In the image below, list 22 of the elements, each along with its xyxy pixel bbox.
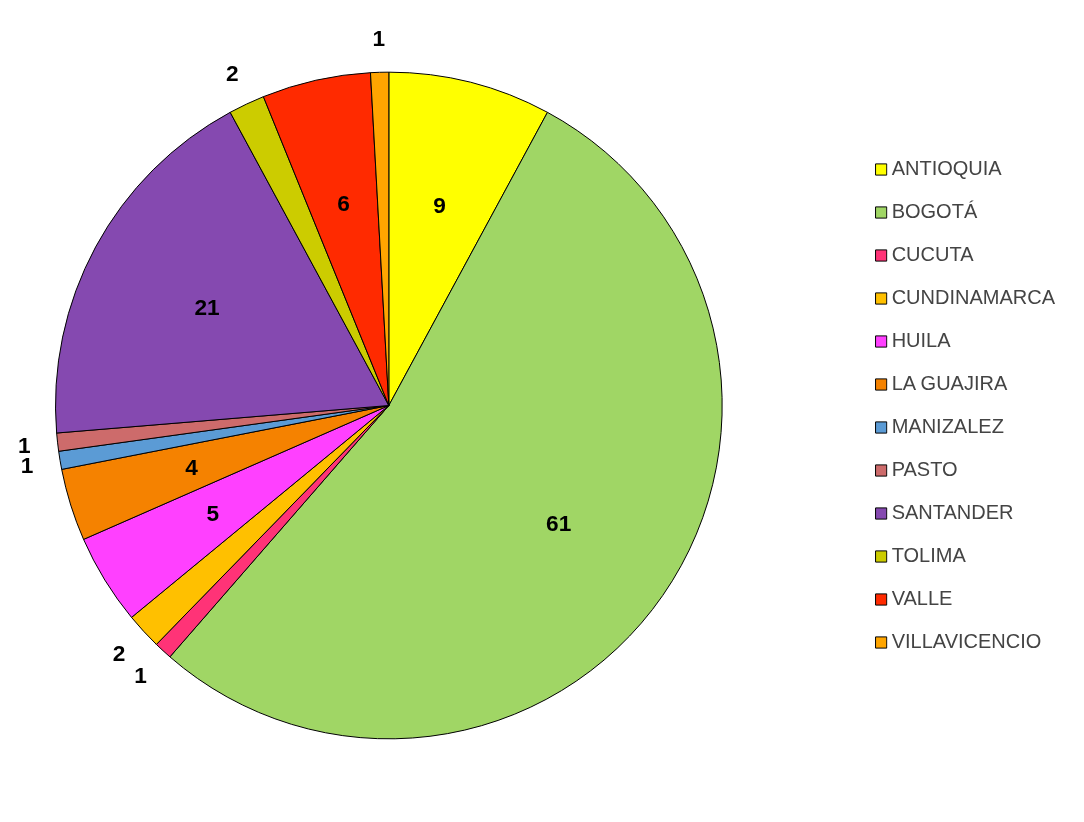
legend-label: VALLE [891, 587, 953, 610]
data-label: 2 [226, 60, 239, 87]
data-label: 21 [194, 293, 220, 320]
legend-label: MANIZALEZ [891, 415, 1004, 438]
data-label: 1 [372, 25, 386, 52]
legend-label: VILLAVICENCIO [891, 630, 1042, 653]
legend-label: ANTIOQUIA [891, 157, 1002, 180]
legend-label: TOLIMA [891, 544, 966, 567]
data-label: 5 [206, 500, 220, 527]
legend-label: CUCUTA [891, 243, 974, 266]
legend-label: SANTANDER [891, 501, 1014, 524]
data-label: 6 [337, 190, 350, 217]
data-label: 61 [546, 509, 572, 536]
legend-label: BOGOTÁ [891, 200, 978, 223]
legend-label: PASTO [891, 458, 958, 481]
data-label: 4 [185, 453, 199, 480]
data-label: 2 [112, 640, 126, 667]
data-label: 9 [433, 191, 446, 218]
legend-label: LA GUAJIRA [891, 372, 1008, 395]
data-label: 1 [134, 661, 147, 688]
legend-label: HUILA [891, 329, 951, 352]
legend-label: CUNDINAMARCA [891, 286, 1055, 309]
